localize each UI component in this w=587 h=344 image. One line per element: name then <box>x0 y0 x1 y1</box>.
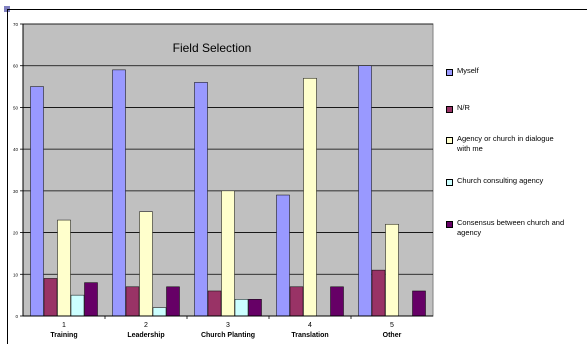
legend-label: Consensus between church and agency <box>457 218 565 237</box>
legend-item: N/R <box>446 103 567 113</box>
x-tick-label: 3 <box>226 322 230 329</box>
legend-label: Myself <box>457 66 479 75</box>
x-category-name: Other <box>383 332 402 339</box>
axes: 0 10 20 30 40 50 60 70 1 Training 2 Leadership 3 Chur… <box>13 22 433 339</box>
bar <box>207 290 222 317</box>
y-tick-label: 0 <box>15 314 18 319</box>
legend-item: Church consulting agency <box>446 176 567 186</box>
bar <box>276 194 290 317</box>
y-tick-label: 10 <box>13 272 19 277</box>
legend-item: Consensus between church and agency <box>446 218 567 238</box>
bar <box>70 294 85 317</box>
bar <box>30 86 44 317</box>
bar <box>371 269 386 317</box>
legend-item: Myself <box>446 66 567 76</box>
x-tick-label: 2 <box>144 322 148 329</box>
y-tick-label: 40 <box>13 147 19 152</box>
bar <box>194 82 208 317</box>
x-category-name: Translation <box>291 332 328 339</box>
chart-title: Field Selection <box>173 41 252 55</box>
x-tick-label: 4 <box>308 322 312 329</box>
y-tick-label: 50 <box>13 105 19 110</box>
bar <box>248 299 262 317</box>
legend-swatch <box>446 179 453 186</box>
bars <box>30 65 426 317</box>
x-tick-label: 1 <box>62 322 66 329</box>
x-category-name: Church Planting <box>201 332 255 339</box>
bar <box>166 286 180 317</box>
bar <box>330 286 344 317</box>
bar <box>358 65 372 317</box>
legend-label: N/R <box>457 103 470 112</box>
bar <box>43 278 58 317</box>
bar <box>125 286 140 317</box>
bar <box>84 282 98 317</box>
bar <box>234 299 249 317</box>
x-category-name: Training <box>50 332 77 339</box>
bar <box>152 307 167 317</box>
legend-swatch <box>446 106 453 113</box>
chart-frame <box>7 9 587 344</box>
y-tick-label: 70 <box>13 22 19 27</box>
bar <box>112 69 126 317</box>
y-tick-label: 30 <box>13 189 19 194</box>
bar <box>57 219 71 317</box>
bar <box>385 223 399 317</box>
legend-label: Agency or church in dialogue with me <box>457 134 554 153</box>
bar <box>412 290 426 317</box>
bar <box>303 77 317 317</box>
legend-swatch <box>446 137 453 144</box>
legend-swatch <box>446 221 453 228</box>
bar <box>221 190 235 317</box>
bar <box>289 286 304 317</box>
legend-item: Agency or church in dialogue with me <box>446 134 567 154</box>
y-tick-label: 20 <box>13 231 19 236</box>
y-tick-label: 60 <box>13 64 19 69</box>
legend-label: Church consulting agency <box>457 176 544 185</box>
x-category-name: Leadership <box>127 332 164 339</box>
legend-swatch <box>446 69 453 76</box>
bar <box>139 211 153 317</box>
x-tick-label: 5 <box>390 322 394 329</box>
